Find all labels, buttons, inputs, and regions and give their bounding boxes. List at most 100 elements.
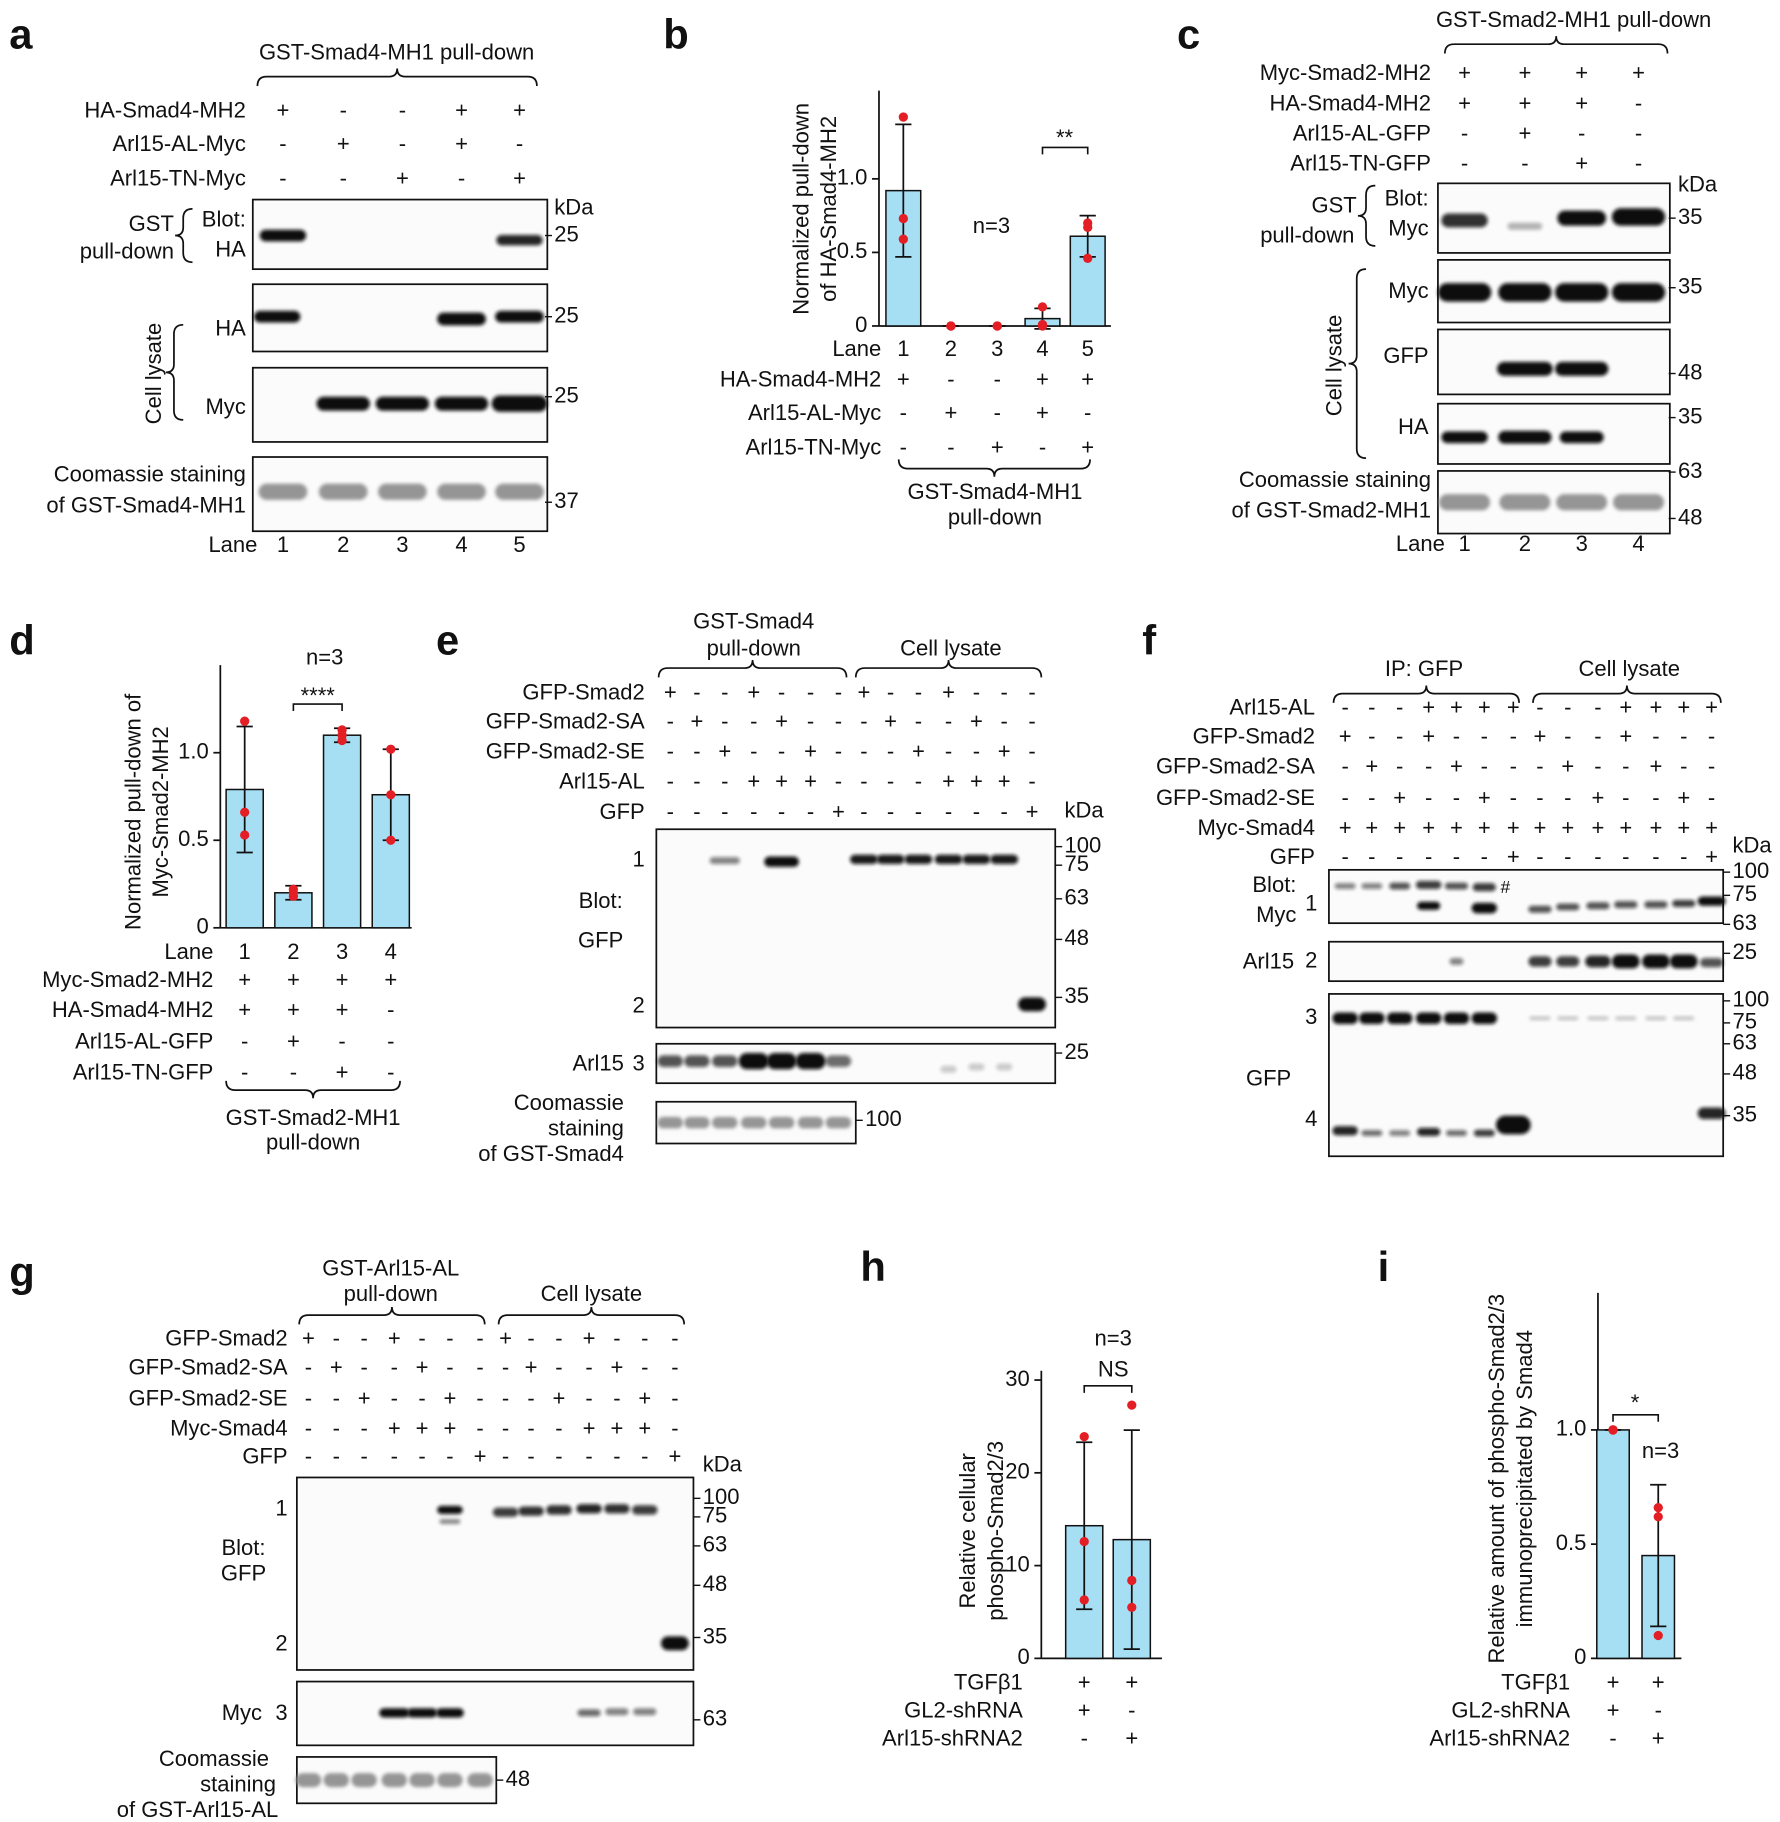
condition-mark: -	[945, 708, 952, 733]
condition-mark: -	[1622, 785, 1629, 810]
condition-mark: +	[1534, 815, 1547, 840]
y-axis-label: of HA-Smad4-MH2	[816, 116, 841, 302]
blot-band	[1498, 430, 1552, 444]
label: 1	[1305, 890, 1317, 915]
condition-mark: -	[333, 1444, 340, 1469]
label: Coomassie	[159, 1746, 269, 1771]
label: staining	[548, 1115, 624, 1140]
condition-mark: +	[1036, 400, 1049, 425]
y-tick-label: 0	[1017, 1644, 1029, 1669]
condition-mark: -	[860, 739, 867, 764]
condition-mark: -	[1001, 708, 1008, 733]
condition-mark: -	[915, 799, 922, 824]
condition-mark: -	[555, 1444, 562, 1469]
condition-label: Arl15-AL	[559, 769, 645, 794]
condition-mark: +	[384, 967, 397, 992]
condition-mark: -	[1028, 708, 1035, 733]
lane-number: 4	[1632, 531, 1644, 556]
label: of GST-Arl15-AL	[117, 1797, 279, 1822]
condition-mark: -	[391, 1354, 398, 1379]
condition-mark: +	[1507, 844, 1520, 869]
condition-mark: -	[1368, 694, 1375, 719]
blot-band	[1528, 956, 1552, 967]
condition-mark: -	[1084, 400, 1091, 425]
x-tick-label: 2	[945, 336, 957, 361]
label: staining	[200, 1772, 276, 1797]
blot-band	[379, 1708, 410, 1718]
condition-label: GFP	[1270, 844, 1315, 869]
blot-band	[1697, 896, 1726, 906]
bracket	[1532, 685, 1722, 703]
condition-mark: -	[418, 1444, 425, 1469]
size-marker: 48	[1678, 359, 1703, 384]
blot-band	[766, 1053, 797, 1070]
blot-band	[764, 856, 799, 867]
condition-mark: -	[667, 769, 674, 794]
size-marker: 48	[703, 1571, 728, 1596]
condition-mark: +	[664, 679, 677, 704]
y-tick-label: 0	[855, 312, 867, 337]
condition-mark: -	[279, 131, 286, 156]
condition-mark: +	[857, 679, 870, 704]
data-point	[386, 835, 396, 845]
y-tick-label: 20	[1005, 1459, 1029, 1484]
condition-mark: -	[915, 708, 922, 733]
condition-mark: +	[1081, 435, 1094, 460]
group-header: Cell lysate	[541, 1281, 643, 1306]
y-axis-label: Normalized pull-down	[788, 103, 813, 315]
condition-mark: -	[1578, 120, 1585, 145]
blot-band	[1615, 1016, 1637, 1021]
condition-mark: -	[1039, 435, 1046, 460]
condition-mark: -	[446, 1354, 453, 1379]
panel-letter: b	[663, 10, 689, 57]
condition-mark: +	[1677, 815, 1690, 840]
condition-mark: -	[340, 166, 347, 191]
condition-label: GL2-shRNA	[1451, 1698, 1570, 1723]
condition-mark: -	[778, 739, 785, 764]
condition-mark: +	[416, 1416, 429, 1441]
blot-band	[740, 1116, 767, 1129]
label: 3	[275, 1700, 287, 1725]
condition-mark: +	[1422, 723, 1435, 748]
bracket	[1348, 268, 1367, 460]
group-header: IP: GFP	[1385, 656, 1463, 681]
y-tick-label: 0	[196, 914, 208, 939]
blot-band	[259, 229, 307, 242]
condition-mark: +	[1458, 90, 1471, 115]
significance-bracket	[1041, 146, 1089, 155]
group-header: GST-Smad2-MH1 pull-down	[1436, 7, 1711, 32]
blot-band	[1359, 1012, 1385, 1025]
group-header: GST-Arl15-AL	[322, 1256, 459, 1281]
label: 3	[632, 1050, 644, 1075]
condition-label: Myc-Smad2-MH2	[42, 967, 213, 992]
condition-mark: +	[1026, 799, 1039, 824]
blot-band	[434, 396, 489, 411]
condition-mark: +	[1339, 815, 1352, 840]
blot-band	[1417, 1127, 1441, 1136]
condition-mark: +	[336, 967, 349, 992]
condition-mark: -	[1536, 754, 1543, 779]
condition-mark: -	[1453, 844, 1460, 869]
y-axis-label: Myc-Smad2-MH2	[148, 726, 173, 897]
label: Arl15	[1243, 948, 1294, 973]
condition-mark: -	[476, 1354, 483, 1379]
condition-mark: +	[1365, 754, 1378, 779]
condition-mark: -	[1708, 754, 1715, 779]
condition-mark: -	[613, 1325, 620, 1350]
condition-mark: -	[305, 1354, 312, 1379]
condition-mark: +	[1619, 694, 1632, 719]
condition-label: Arl15-AL-GFP	[75, 1028, 213, 1053]
condition-mark: -	[667, 739, 674, 764]
blot-band	[631, 1505, 658, 1515]
data-point	[288, 891, 299, 901]
condition-mark: -	[994, 366, 1001, 391]
condition-mark: +	[970, 708, 983, 733]
size-marker: 63	[1732, 910, 1757, 935]
blot-band	[684, 1116, 710, 1129]
label: GFP	[1383, 343, 1428, 368]
condition-mark: +	[238, 997, 251, 1022]
data-point	[1653, 1502, 1663, 1513]
condition-mark: -	[1594, 723, 1601, 748]
condition-mark: +	[1507, 694, 1520, 719]
size-marker: 63	[1065, 885, 1090, 910]
